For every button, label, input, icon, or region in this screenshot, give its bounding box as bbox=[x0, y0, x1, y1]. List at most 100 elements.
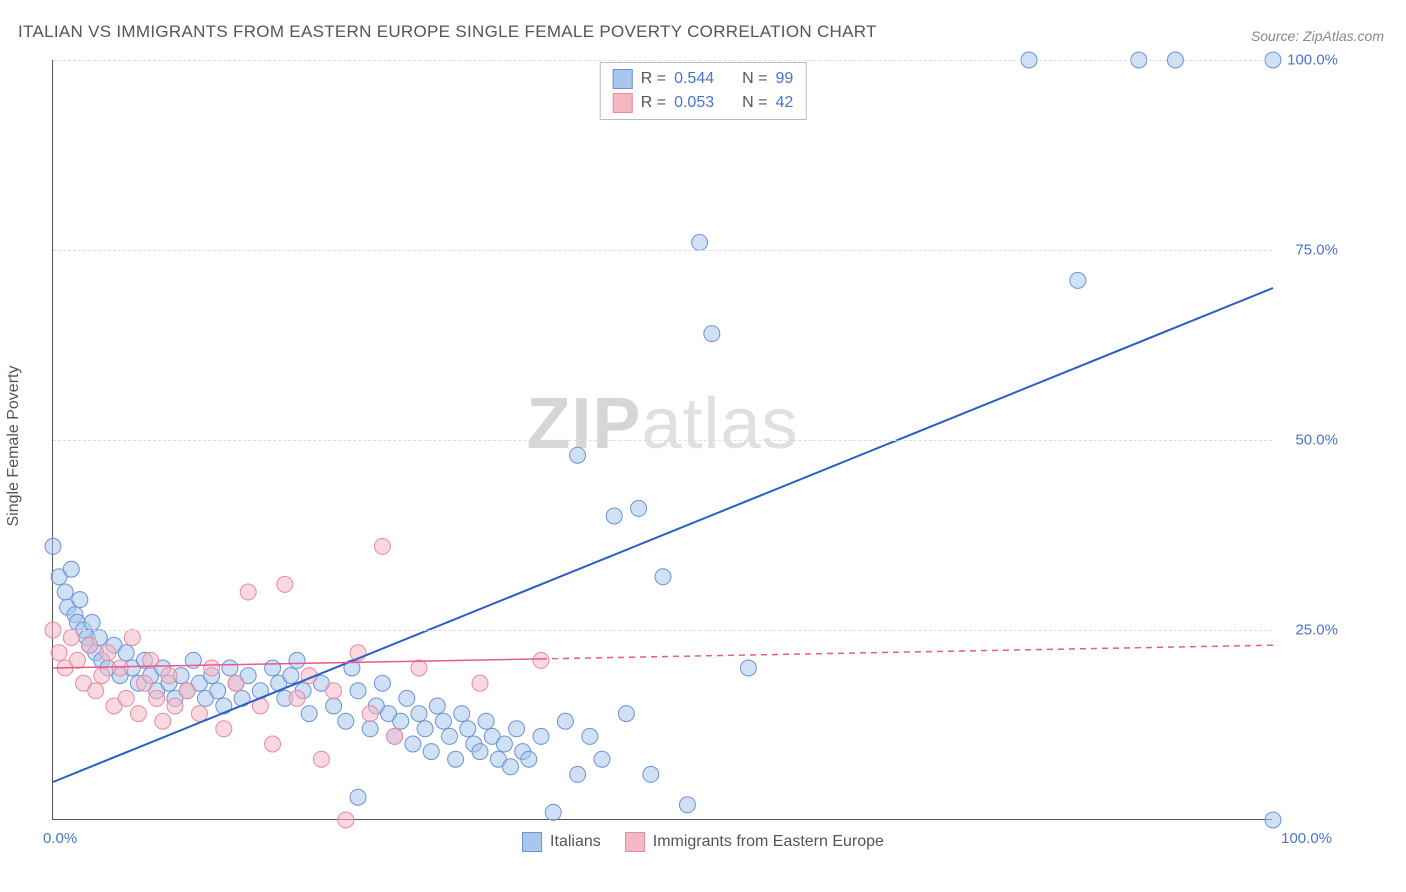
scatter-point bbox=[265, 660, 281, 676]
legend-swatch bbox=[613, 69, 633, 89]
scatter-point bbox=[45, 538, 61, 554]
legend-stats: R = 0.544 N = 99R = 0.053 N = 42 bbox=[600, 62, 807, 120]
scatter-point bbox=[570, 447, 586, 463]
scatter-point bbox=[326, 683, 342, 699]
scatter-point bbox=[429, 698, 445, 714]
scatter-point bbox=[454, 706, 470, 722]
legend-r-label: R = bbox=[641, 91, 666, 115]
scatter-point bbox=[606, 508, 622, 524]
scatter-point bbox=[393, 713, 409, 729]
scatter-point bbox=[130, 706, 146, 722]
plot-area: ZIPatlas 0.0% 100.0% 25.0%50.0%75.0%100.… bbox=[52, 60, 1272, 820]
scatter-point bbox=[167, 698, 183, 714]
scatter-point bbox=[204, 660, 220, 676]
y-tick-label: 50.0% bbox=[1295, 432, 1338, 449]
scatter-point bbox=[350, 683, 366, 699]
legend-stat-row: R =0.544N =99 bbox=[613, 67, 794, 91]
x-tick-max: 100.0% bbox=[1281, 830, 1332, 847]
scatter-point bbox=[399, 690, 415, 706]
scatter-point bbox=[277, 576, 293, 592]
y-tick-label: 75.0% bbox=[1295, 242, 1338, 259]
scatter-point bbox=[84, 614, 100, 630]
scatter-point bbox=[161, 668, 177, 684]
scatter-point bbox=[289, 652, 305, 668]
legend-swatch bbox=[613, 93, 633, 113]
scatter-point bbox=[478, 713, 494, 729]
scatter-point bbox=[137, 675, 153, 691]
trend-line bbox=[53, 288, 1273, 782]
scatter-point bbox=[222, 660, 238, 676]
scatter-point bbox=[228, 675, 244, 691]
scatter-point bbox=[496, 736, 512, 752]
y-tick-label: 25.0% bbox=[1295, 622, 1338, 639]
legend-n-label: N = bbox=[742, 91, 767, 115]
scatter-point bbox=[740, 660, 756, 676]
scatter-point bbox=[191, 706, 207, 722]
scatter-point bbox=[545, 804, 561, 820]
scatter-point bbox=[557, 713, 573, 729]
x-tick-min: 0.0% bbox=[43, 830, 77, 847]
scatter-point bbox=[448, 751, 464, 767]
scatter-point bbox=[326, 698, 342, 714]
scatter-point bbox=[387, 728, 403, 744]
legend-series-item: Immigrants from Eastern Europe bbox=[625, 832, 884, 852]
scatter-point bbox=[210, 683, 226, 699]
scatter-point bbox=[679, 797, 695, 813]
scatter-point bbox=[289, 690, 305, 706]
scatter-point bbox=[1265, 812, 1281, 828]
trend-line-dashed bbox=[541, 645, 1273, 659]
scatter-point bbox=[118, 645, 134, 661]
scatter-point bbox=[460, 721, 476, 737]
scatter-point bbox=[362, 706, 378, 722]
scatter-point bbox=[374, 675, 390, 691]
scatter-point bbox=[435, 713, 451, 729]
scatter-point bbox=[94, 668, 110, 684]
legend-n-label: N = bbox=[742, 67, 767, 91]
scatter-point bbox=[155, 713, 171, 729]
scatter-point bbox=[594, 751, 610, 767]
legend-r-value: 0.544 bbox=[674, 67, 714, 91]
scatter-point bbox=[704, 326, 720, 342]
gridline bbox=[53, 630, 1272, 631]
scatter-point bbox=[655, 569, 671, 585]
scatter-point bbox=[362, 721, 378, 737]
legend-n-value: 99 bbox=[775, 67, 793, 91]
scatter-point bbox=[1070, 272, 1086, 288]
chart-title: ITALIAN VS IMMIGRANTS FROM EASTERN EUROP… bbox=[18, 22, 877, 42]
scatter-point bbox=[692, 234, 708, 250]
legend-n-value: 42 bbox=[775, 91, 793, 115]
scatter-point bbox=[472, 744, 488, 760]
scatter-point bbox=[149, 690, 165, 706]
scatter-point bbox=[216, 721, 232, 737]
scatter-point bbox=[338, 812, 354, 828]
scatter-point bbox=[240, 584, 256, 600]
legend-swatch bbox=[522, 832, 542, 852]
scatter-point bbox=[301, 706, 317, 722]
gridline bbox=[53, 60, 1272, 61]
scatter-point bbox=[411, 660, 427, 676]
scatter-point bbox=[338, 713, 354, 729]
scatter-point bbox=[112, 660, 128, 676]
scatter-point bbox=[374, 538, 390, 554]
scatter-point bbox=[350, 789, 366, 805]
scatter-point bbox=[533, 728, 549, 744]
legend-r-value: 0.053 bbox=[674, 91, 714, 115]
scatter-point bbox=[57, 584, 73, 600]
scatter-point bbox=[582, 728, 598, 744]
legend-stat-row: R = 0.053 N = 42 bbox=[613, 91, 794, 115]
scatter-point bbox=[503, 759, 519, 775]
scatter-point bbox=[472, 675, 488, 691]
scatter-point bbox=[69, 652, 85, 668]
legend-series-label: Italians bbox=[550, 833, 601, 851]
y-axis-label: Single Female Poverty bbox=[5, 366, 23, 527]
scatter-point bbox=[643, 766, 659, 782]
scatter-point bbox=[88, 683, 104, 699]
scatter-point bbox=[442, 728, 458, 744]
scatter-point bbox=[100, 645, 116, 661]
scatter-point bbox=[179, 683, 195, 699]
y-tick-label: 100.0% bbox=[1287, 52, 1338, 69]
scatter-point bbox=[411, 706, 427, 722]
legend-series: Italians Immigrants from Eastern Europe bbox=[522, 832, 884, 852]
scatter-point bbox=[118, 690, 134, 706]
scatter-point bbox=[265, 736, 281, 752]
